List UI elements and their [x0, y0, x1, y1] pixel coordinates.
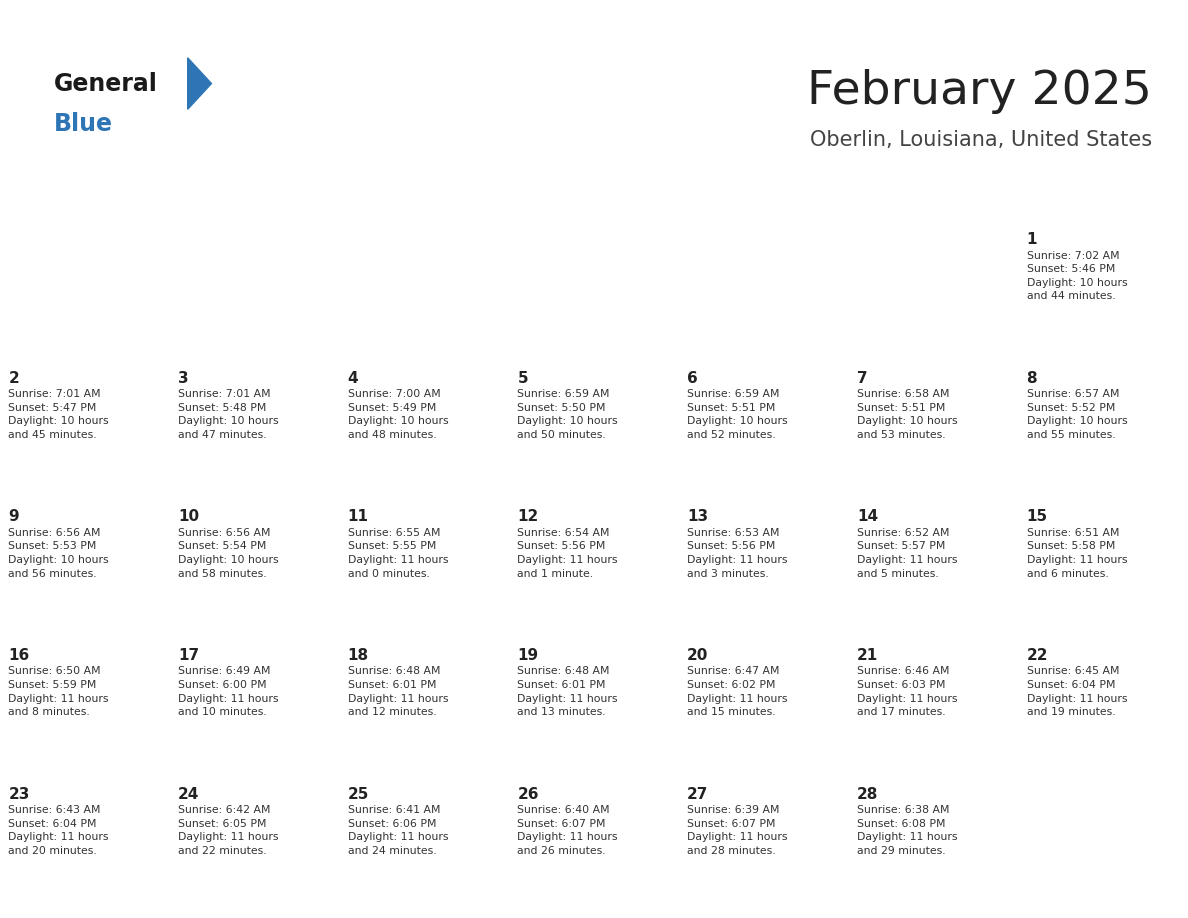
Text: Sunrise: 6:48 AM
Sunset: 6:01 PM
Daylight: 11 hours
and 12 minutes.: Sunrise: 6:48 AM Sunset: 6:01 PM Dayligh… [348, 666, 448, 717]
Text: 18: 18 [348, 648, 368, 663]
Text: Sunrise: 7:02 AM
Sunset: 5:46 PM
Daylight: 10 hours
and 44 minutes.: Sunrise: 7:02 AM Sunset: 5:46 PM Dayligh… [1026, 251, 1127, 301]
Text: February 2025: February 2025 [808, 69, 1152, 114]
Text: Sunrise: 6:59 AM
Sunset: 5:51 PM
Daylight: 10 hours
and 52 minutes.: Sunrise: 6:59 AM Sunset: 5:51 PM Dayligh… [687, 389, 788, 440]
Text: General: General [53, 72, 157, 95]
Text: Sunrise: 6:56 AM
Sunset: 5:54 PM
Daylight: 10 hours
and 58 minutes.: Sunrise: 6:56 AM Sunset: 5:54 PM Dayligh… [178, 528, 279, 578]
Text: 27: 27 [687, 787, 708, 801]
Text: 6: 6 [687, 371, 697, 386]
Text: 17: 17 [178, 648, 200, 663]
Text: 3: 3 [178, 371, 189, 386]
Text: 4: 4 [348, 371, 359, 386]
Text: Sunrise: 6:56 AM
Sunset: 5:53 PM
Daylight: 10 hours
and 56 minutes.: Sunrise: 6:56 AM Sunset: 5:53 PM Dayligh… [8, 528, 109, 578]
Text: Sunrise: 6:53 AM
Sunset: 5:56 PM
Daylight: 11 hours
and 3 minutes.: Sunrise: 6:53 AM Sunset: 5:56 PM Dayligh… [687, 528, 788, 578]
Text: 20: 20 [687, 648, 708, 663]
Text: 23: 23 [8, 787, 30, 801]
Text: Sunrise: 7:00 AM
Sunset: 5:49 PM
Daylight: 10 hours
and 48 minutes.: Sunrise: 7:00 AM Sunset: 5:49 PM Dayligh… [348, 389, 448, 440]
Text: 2: 2 [8, 371, 19, 386]
Text: 25: 25 [348, 787, 369, 801]
Text: Sunrise: 6:50 AM
Sunset: 5:59 PM
Daylight: 11 hours
and 8 minutes.: Sunrise: 6:50 AM Sunset: 5:59 PM Dayligh… [8, 666, 109, 717]
Text: Sunrise: 7:01 AM
Sunset: 5:48 PM
Daylight: 10 hours
and 47 minutes.: Sunrise: 7:01 AM Sunset: 5:48 PM Dayligh… [178, 389, 279, 440]
Text: 14: 14 [857, 509, 878, 524]
Text: Sunrise: 6:49 AM
Sunset: 6:00 PM
Daylight: 11 hours
and 10 minutes.: Sunrise: 6:49 AM Sunset: 6:00 PM Dayligh… [178, 666, 278, 717]
Text: 21: 21 [857, 648, 878, 663]
Text: 10: 10 [178, 509, 200, 524]
Text: Sunrise: 6:58 AM
Sunset: 5:51 PM
Daylight: 10 hours
and 53 minutes.: Sunrise: 6:58 AM Sunset: 5:51 PM Dayligh… [857, 389, 958, 440]
Text: 26: 26 [518, 787, 539, 801]
Text: Sunrise: 6:47 AM
Sunset: 6:02 PM
Daylight: 11 hours
and 15 minutes.: Sunrise: 6:47 AM Sunset: 6:02 PM Dayligh… [687, 666, 788, 717]
Text: Sunrise: 6:45 AM
Sunset: 6:04 PM
Daylight: 11 hours
and 19 minutes.: Sunrise: 6:45 AM Sunset: 6:04 PM Dayligh… [1026, 666, 1127, 717]
Text: Sunrise: 6:52 AM
Sunset: 5:57 PM
Daylight: 11 hours
and 5 minutes.: Sunrise: 6:52 AM Sunset: 5:57 PM Dayligh… [857, 528, 958, 578]
Text: Sunrise: 6:54 AM
Sunset: 5:56 PM
Daylight: 11 hours
and 1 minute.: Sunrise: 6:54 AM Sunset: 5:56 PM Dayligh… [518, 528, 618, 578]
Text: Sunrise: 6:57 AM
Sunset: 5:52 PM
Daylight: 10 hours
and 55 minutes.: Sunrise: 6:57 AM Sunset: 5:52 PM Dayligh… [1026, 389, 1127, 440]
Text: Oberlin, Louisiana, United States: Oberlin, Louisiana, United States [810, 130, 1152, 151]
Text: 11: 11 [348, 509, 368, 524]
Text: 8: 8 [1026, 371, 1037, 386]
Text: Sunrise: 6:46 AM
Sunset: 6:03 PM
Daylight: 11 hours
and 17 minutes.: Sunrise: 6:46 AM Sunset: 6:03 PM Dayligh… [857, 666, 958, 717]
Text: Sunrise: 6:59 AM
Sunset: 5:50 PM
Daylight: 10 hours
and 50 minutes.: Sunrise: 6:59 AM Sunset: 5:50 PM Dayligh… [518, 389, 618, 440]
Text: 24: 24 [178, 787, 200, 801]
Text: 9: 9 [8, 509, 19, 524]
Text: Blue: Blue [53, 112, 113, 136]
Text: Sunrise: 6:39 AM
Sunset: 6:07 PM
Daylight: 11 hours
and 28 minutes.: Sunrise: 6:39 AM Sunset: 6:07 PM Dayligh… [687, 805, 788, 856]
Text: Wednesday: Wednesday [541, 190, 647, 207]
Text: Friday: Friday [904, 190, 962, 207]
Text: Sunrise: 6:55 AM
Sunset: 5:55 PM
Daylight: 11 hours
and 0 minutes.: Sunrise: 6:55 AM Sunset: 5:55 PM Dayligh… [348, 528, 448, 578]
Text: Sunrise: 7:01 AM
Sunset: 5:47 PM
Daylight: 10 hours
and 45 minutes.: Sunrise: 7:01 AM Sunset: 5:47 PM Dayligh… [8, 389, 109, 440]
Text: 16: 16 [8, 648, 30, 663]
Text: Sunrise: 6:38 AM
Sunset: 6:08 PM
Daylight: 11 hours
and 29 minutes.: Sunrise: 6:38 AM Sunset: 6:08 PM Dayligh… [857, 805, 958, 856]
Text: Sunday: Sunday [50, 190, 119, 207]
Text: 5: 5 [518, 371, 529, 386]
Text: Sunrise: 6:43 AM
Sunset: 6:04 PM
Daylight: 11 hours
and 20 minutes.: Sunrise: 6:43 AM Sunset: 6:04 PM Dayligh… [8, 805, 109, 856]
Text: Sunrise: 6:40 AM
Sunset: 6:07 PM
Daylight: 11 hours
and 26 minutes.: Sunrise: 6:40 AM Sunset: 6:07 PM Dayligh… [518, 805, 618, 856]
Text: 22: 22 [1026, 648, 1048, 663]
Text: 13: 13 [687, 509, 708, 524]
Text: 19: 19 [518, 648, 538, 663]
Text: 28: 28 [857, 787, 878, 801]
Text: Sunrise: 6:41 AM
Sunset: 6:06 PM
Daylight: 11 hours
and 24 minutes.: Sunrise: 6:41 AM Sunset: 6:06 PM Dayligh… [348, 805, 448, 856]
Text: 1: 1 [1026, 232, 1037, 247]
Text: Monday: Monday [219, 190, 291, 207]
Text: Thursday: Thursday [721, 190, 807, 207]
Text: Sunrise: 6:42 AM
Sunset: 6:05 PM
Daylight: 11 hours
and 22 minutes.: Sunrise: 6:42 AM Sunset: 6:05 PM Dayligh… [178, 805, 278, 856]
Text: Sunrise: 6:48 AM
Sunset: 6:01 PM
Daylight: 11 hours
and 13 minutes.: Sunrise: 6:48 AM Sunset: 6:01 PM Dayligh… [518, 666, 618, 717]
Text: Saturday: Saturday [1061, 190, 1145, 207]
Text: 15: 15 [1026, 509, 1048, 524]
Text: Tuesday: Tuesday [386, 190, 462, 207]
Text: 12: 12 [518, 509, 538, 524]
Text: 7: 7 [857, 371, 867, 386]
Text: Sunrise: 6:51 AM
Sunset: 5:58 PM
Daylight: 11 hours
and 6 minutes.: Sunrise: 6:51 AM Sunset: 5:58 PM Dayligh… [1026, 528, 1127, 578]
